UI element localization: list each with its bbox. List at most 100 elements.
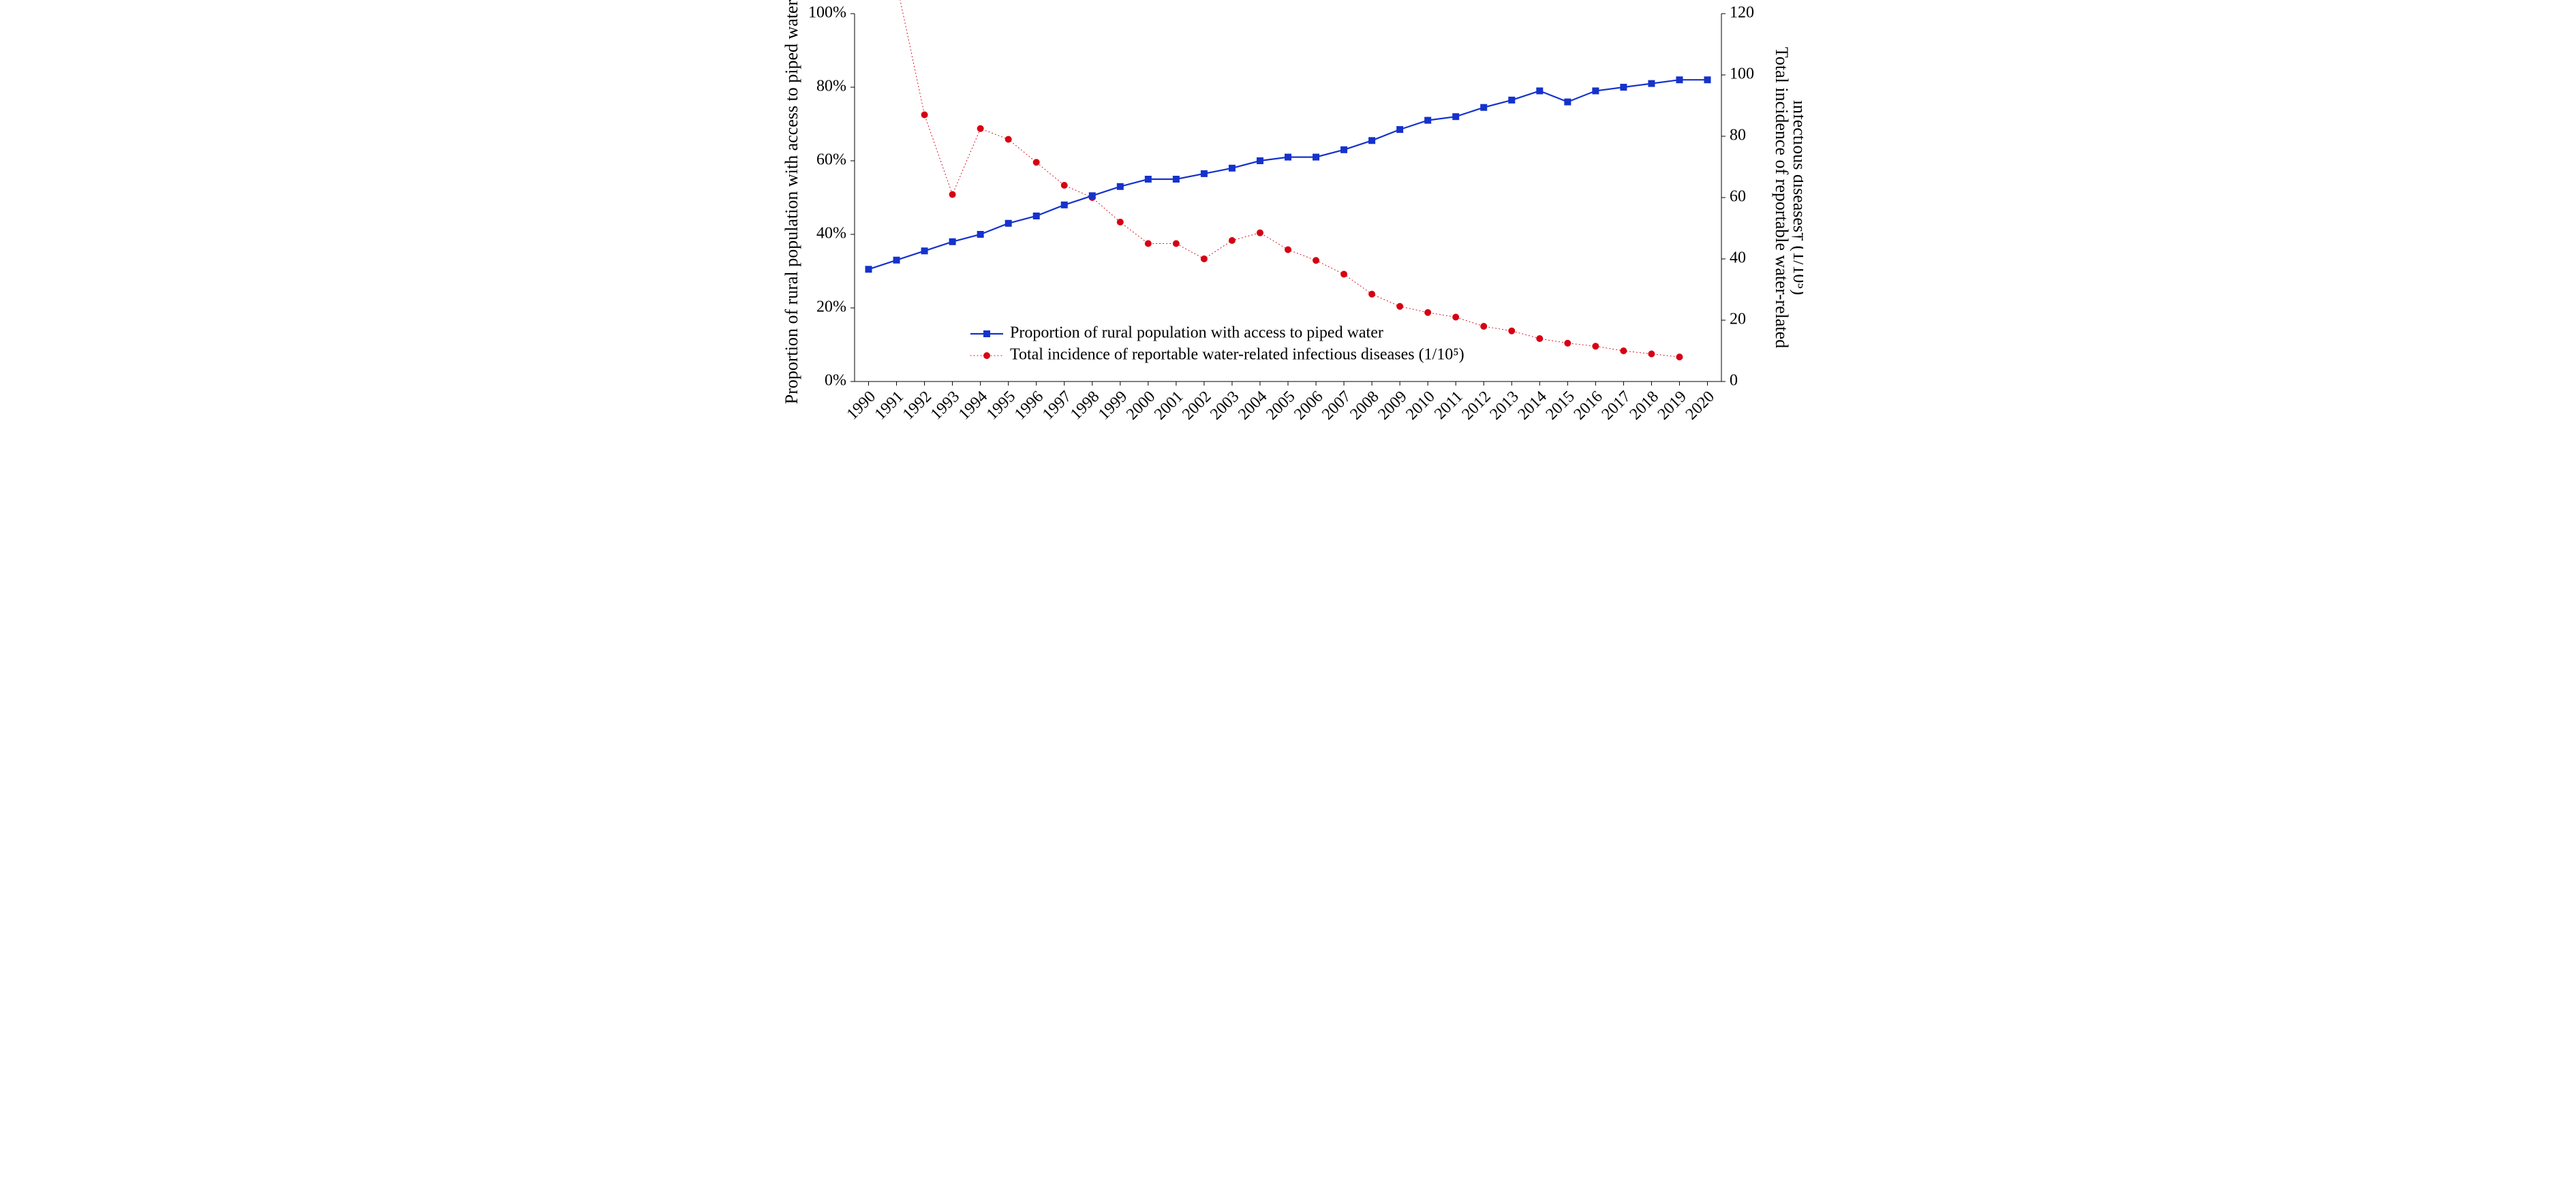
series-marker-piped_water — [893, 257, 900, 264]
series-line-incidence — [897, 0, 1680, 357]
y-left-tick-label: 60% — [816, 151, 846, 169]
series-marker-piped_water — [1033, 213, 1040, 219]
x-tick-label: 1993 — [927, 388, 963, 423]
series-marker-incidence — [1173, 240, 1180, 247]
x-tick-label: 1998 — [1067, 388, 1103, 423]
x-tick-label: 2015 — [1543, 388, 1578, 423]
x-tick-label: 2004 — [1235, 388, 1270, 423]
x-tick-label: 1995 — [983, 388, 1019, 423]
y-left-tick-label: 40% — [816, 225, 846, 243]
series-marker-piped_water — [949, 238, 956, 245]
x-tick-label: 2018 — [1627, 388, 1662, 423]
x-tick-label: 2016 — [1571, 388, 1606, 423]
series-marker-incidence — [1368, 291, 1375, 298]
x-tick-label: 2010 — [1402, 388, 1438, 423]
series-marker-piped_water — [1005, 220, 1012, 227]
y-left-tick-label: 80% — [816, 78, 846, 95]
x-tick-label: 2013 — [1486, 388, 1522, 423]
series-marker-incidence — [1396, 303, 1403, 310]
series-marker-incidence — [1313, 257, 1319, 264]
series-marker-incidence — [1508, 328, 1515, 334]
series-marker-piped_water — [1592, 87, 1599, 94]
x-tick-label: 1996 — [1011, 388, 1047, 423]
series-marker-piped_water — [1257, 157, 1263, 164]
y-left-tick-label: 100% — [808, 4, 846, 22]
series-line-piped_water — [869, 80, 1708, 269]
series-marker-piped_water — [1648, 80, 1655, 87]
x-tick-label: 2003 — [1207, 388, 1242, 423]
series-marker-incidence — [1648, 351, 1655, 358]
series-marker-incidence — [1257, 230, 1263, 236]
series-marker-piped_water — [1340, 146, 1347, 153]
series-marker-incidence — [1005, 136, 1012, 143]
series-marker-piped_water — [1089, 192, 1096, 199]
legend-swatch-marker-piped_water — [983, 330, 990, 337]
series-marker-piped_water — [921, 247, 928, 254]
series-marker-incidence — [1201, 255, 1208, 262]
series-marker-incidence — [1033, 159, 1040, 166]
series-marker-piped_water — [1117, 183, 1124, 190]
series-marker-incidence — [977, 125, 984, 132]
series-marker-piped_water — [1061, 202, 1068, 208]
y-right-tick-label: 40 — [1730, 249, 1746, 267]
y-left-tick-label: 20% — [816, 298, 846, 316]
chart-svg: 0%20%40%60%80%100%0204060801001201990199… — [773, 0, 1803, 480]
series-marker-piped_water — [1536, 87, 1543, 94]
x-tick-label: 2000 — [1123, 388, 1159, 423]
x-tick-label: 2009 — [1375, 388, 1410, 423]
series-marker-piped_water — [1452, 113, 1459, 120]
series-marker-incidence — [949, 191, 956, 198]
series-marker-incidence — [1536, 335, 1543, 342]
series-marker-incidence — [1061, 182, 1068, 189]
series-marker-piped_water — [1480, 104, 1487, 111]
series-marker-incidence — [1480, 323, 1487, 330]
y-right-tick-label: 100 — [1730, 65, 1754, 83]
x-tick-label: 1994 — [955, 388, 991, 423]
series-marker-piped_water — [1145, 176, 1152, 183]
series-marker-piped_water — [1676, 76, 1683, 83]
legend-label-piped_water: Proportion of rural population with acce… — [1010, 324, 1383, 342]
x-tick-label: 2002 — [1179, 388, 1214, 423]
dual-axis-line-chart: 0%20%40%60%80%100%0204060801001201990199… — [773, 0, 1803, 480]
series-marker-piped_water — [1396, 126, 1403, 133]
x-tick-label: 1991 — [872, 388, 907, 423]
y-left-axis-label: Proportion of rural population with acce… — [782, 0, 801, 404]
x-tick-label: 2001 — [1151, 388, 1186, 423]
y-right-axis-label-line2: infectious diseases† (1/10⁵) — [1790, 100, 1803, 295]
series-marker-incidence — [1424, 309, 1431, 316]
series-marker-incidence — [1564, 340, 1571, 347]
y-right-tick-label: 60 — [1730, 188, 1746, 206]
y-right-tick-label: 0 — [1730, 372, 1738, 390]
series-marker-incidence — [1229, 237, 1236, 244]
y-right-axis-label-line1: Total incidence of reportable water-rela… — [1772, 47, 1792, 348]
series-marker-incidence — [1452, 314, 1459, 321]
series-marker-piped_water — [1201, 170, 1208, 177]
y-left-tick-label: 0% — [825, 372, 846, 390]
y-right-tick-label: 120 — [1730, 4, 1754, 22]
x-tick-label: 2011 — [1431, 388, 1467, 423]
x-tick-label: 2007 — [1319, 388, 1354, 423]
series-marker-piped_water — [1313, 154, 1319, 161]
series-marker-incidence — [1117, 219, 1124, 225]
x-tick-label: 2012 — [1458, 388, 1494, 423]
series-marker-piped_water — [977, 231, 984, 238]
legend-label-incidence: Total incidence of reportable water-rela… — [1010, 346, 1465, 364]
x-tick-label: 1992 — [900, 388, 935, 423]
x-tick-label: 1990 — [844, 388, 879, 423]
series-marker-piped_water — [1704, 76, 1711, 83]
series-marker-piped_water — [1173, 176, 1180, 183]
series-marker-piped_water — [1368, 137, 1375, 144]
series-marker-piped_water — [1620, 84, 1627, 91]
series-marker-piped_water — [865, 266, 872, 272]
x-tick-label: 2006 — [1291, 388, 1326, 423]
series-marker-piped_water — [1564, 99, 1571, 106]
legend-swatch-marker-incidence — [983, 352, 990, 359]
x-tick-label: 2019 — [1655, 388, 1690, 423]
series-marker-piped_water — [1285, 154, 1291, 161]
series-marker-piped_water — [1424, 117, 1431, 124]
series-marker-incidence — [1340, 271, 1347, 278]
x-tick-label: 1999 — [1095, 388, 1131, 423]
x-tick-label: 2008 — [1347, 388, 1382, 423]
x-tick-label: 2020 — [1683, 388, 1718, 423]
series-marker-incidence — [1620, 347, 1627, 354]
